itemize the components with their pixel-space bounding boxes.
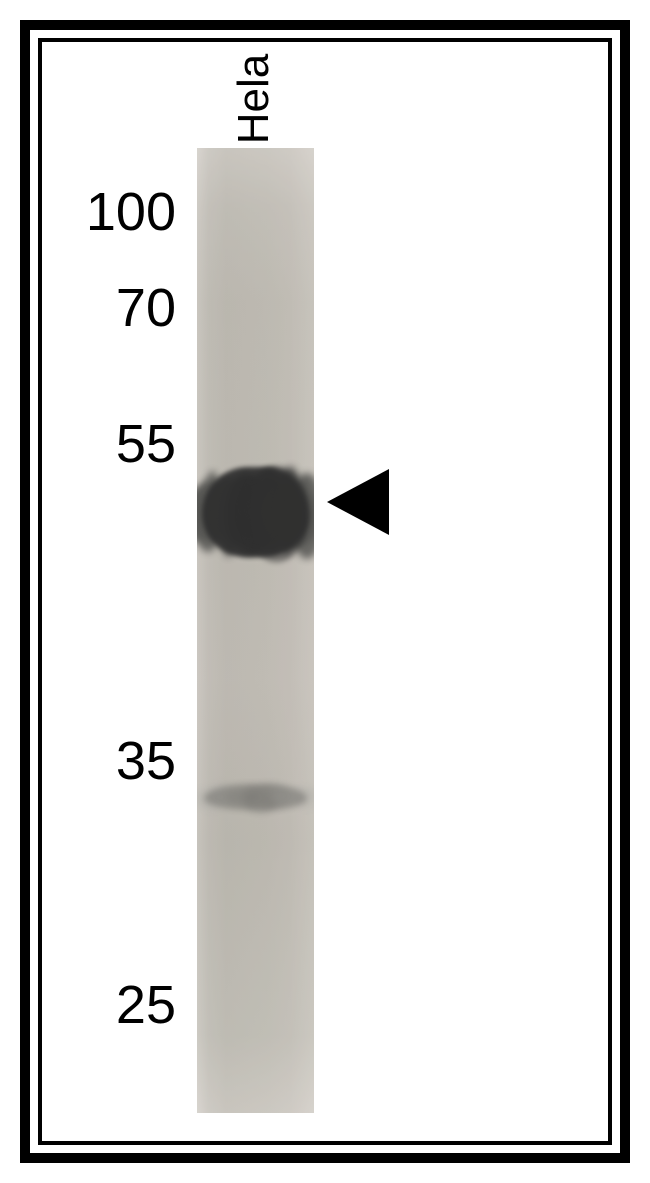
blot-lane [197, 148, 314, 1113]
lane-noise [197, 148, 314, 1113]
mw-label: 35 [36, 734, 176, 788]
lane-name: Hela [232, 54, 276, 145]
figure-canvas: Hela 100 70 55 35 25 [0, 0, 650, 1183]
mw-label: 55 [36, 417, 176, 471]
pointer-arrow-icon [327, 469, 389, 535]
mw-label: 25 [36, 978, 176, 1032]
mw-label: 70 [36, 281, 176, 335]
mw-label: 100 [36, 185, 176, 239]
